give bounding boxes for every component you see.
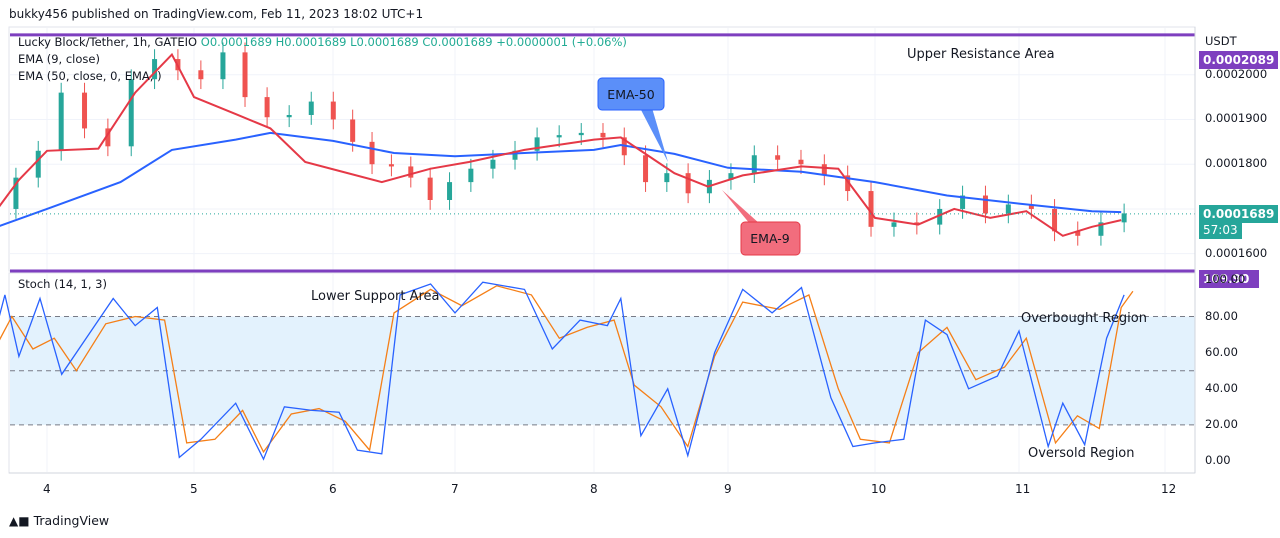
ema50-callout[interactable] [597, 77, 665, 111]
candle[interactable] [512, 150, 518, 160]
time-axis-label: 11 [1015, 482, 1031, 496]
last-price-tag: 0.0001689 [1199, 205, 1279, 223]
candle[interactable] [821, 164, 827, 176]
candle[interactable] [490, 159, 496, 169]
candle[interactable] [960, 195, 966, 209]
ema9-callout[interactable] [740, 221, 801, 256]
price-axis-label: 0.0001600 [1205, 245, 1268, 260]
candle[interactable] [447, 182, 453, 200]
stoch-level-tag: 109.90 [1199, 270, 1260, 288]
candle[interactable] [388, 164, 394, 167]
stoch-legend[interactable]: Stoch (14, 1, 3) [18, 277, 107, 291]
candle[interactable] [578, 132, 584, 136]
candle[interactable] [728, 173, 734, 180]
ema50-legend[interactable]: EMA (50, close, 0, EMA, ) [18, 69, 162, 83]
price-axis-label: 0.0001800 [1205, 156, 1268, 171]
upper-resistance-label: Upper Resistance Area [907, 47, 1055, 62]
stoch-axis-label: 20.00 [1205, 416, 1238, 431]
lower-support-label: Lower Support Area [311, 289, 440, 304]
stoch-axis-label: 40.00 [1205, 380, 1238, 395]
candle[interactable] [408, 166, 414, 178]
candle[interactable] [350, 119, 356, 142]
candles[interactable] [0, 42, 1127, 246]
candle[interactable] [82, 92, 88, 129]
oversold-label: Oversold Region [1028, 446, 1135, 461]
price-axis-label: 0.0001900 [1205, 111, 1268, 126]
stoch-axis-label: 60.00 [1205, 344, 1238, 359]
time-axis-label: 4 [43, 482, 51, 496]
stoch-axis-label: 0.00 [1205, 452, 1231, 467]
time-axis-label: 7 [451, 482, 459, 496]
candle[interactable] [937, 208, 943, 225]
time-axis-label: 8 [590, 482, 598, 496]
time-axis-label: 10 [871, 482, 887, 496]
candle[interactable] [600, 132, 606, 138]
candle[interactable] [1098, 222, 1104, 236]
candle[interactable] [1121, 213, 1127, 223]
candle[interactable] [58, 92, 64, 151]
stoch-d-line[interactable] [0, 285, 1134, 454]
symbol-name: Lucky Block/Tether, 1h, GATEIO [18, 35, 198, 49]
candle[interactable] [468, 168, 474, 183]
ema9-line[interactable] [0, 52, 1122, 237]
candle[interactable] [868, 191, 874, 227]
candle[interactable] [152, 59, 158, 80]
candle[interactable] [1052, 208, 1058, 232]
candle[interactable] [845, 175, 851, 192]
candle[interactable] [891, 222, 897, 227]
candle[interactable] [751, 155, 757, 174]
candle[interactable] [1028, 204, 1034, 209]
candle[interactable] [220, 52, 226, 80]
ohlc-values: O0.0001689 H0.0001689 L0.0001689 C0.0001… [200, 35, 627, 49]
candle[interactable] [13, 177, 19, 209]
overbought-label: Overbought Region [1021, 311, 1147, 326]
candle[interactable] [286, 115, 292, 118]
stoch-band [10, 316, 1195, 425]
ema50-callout-pointer [640, 108, 668, 162]
stoch-axis-label: 80.00 [1205, 308, 1238, 323]
ema9-callout-label: EMA-9 [750, 231, 789, 246]
ema50-line[interactable] [0, 131, 1122, 229]
candle[interactable] [982, 195, 988, 214]
symbol-legend[interactable]: Lucky Block/Tether, 1h, GATEIO O0.000168… [18, 35, 627, 49]
time-axis-label: 6 [329, 482, 337, 496]
candle[interactable] [369, 141, 375, 165]
resistance-price-tag: 0.0002089 [1199, 51, 1279, 69]
candle[interactable] [1075, 231, 1081, 236]
currency-label: USDT [1205, 34, 1237, 48]
price-axis-label: 0.0002000 [1205, 66, 1268, 81]
candle[interactable] [556, 135, 562, 138]
candle[interactable] [105, 128, 111, 147]
time-axis-label: 5 [190, 482, 198, 496]
candle[interactable] [198, 70, 204, 80]
candle[interactable] [427, 177, 433, 200]
candle[interactable] [128, 79, 134, 147]
ema9-callout-pointer [722, 190, 760, 224]
stoch-k-line[interactable] [0, 281, 1125, 461]
candle[interactable] [264, 97, 270, 118]
bar-countdown: 57:03 [1199, 221, 1242, 239]
candle[interactable] [664, 173, 670, 183]
publisher-header: bukky456 published on TradingView.com, F… [9, 7, 424, 21]
candle[interactable] [330, 101, 336, 120]
time-axis-label: 12 [1161, 482, 1177, 496]
candle[interactable] [534, 137, 540, 151]
candle[interactable] [798, 159, 804, 165]
candle[interactable] [685, 173, 691, 194]
candle[interactable] [1005, 204, 1011, 214]
candle[interactable] [643, 155, 649, 183]
candle[interactable] [35, 150, 41, 178]
tv-logo-icon: ▲■ [9, 514, 30, 528]
candle[interactable] [308, 101, 314, 115]
stoch-axis-label: 100.00 [1205, 272, 1246, 287]
tradingview-logo[interactable]: ▲■ TradingView [9, 513, 110, 528]
candle[interactable] [775, 155, 781, 160]
candle[interactable] [242, 52, 248, 98]
time-axis-label: 9 [724, 482, 732, 496]
ema50-callout-label: EMA-50 [607, 87, 654, 102]
ema9-legend[interactable]: EMA (9, close) [18, 52, 100, 66]
